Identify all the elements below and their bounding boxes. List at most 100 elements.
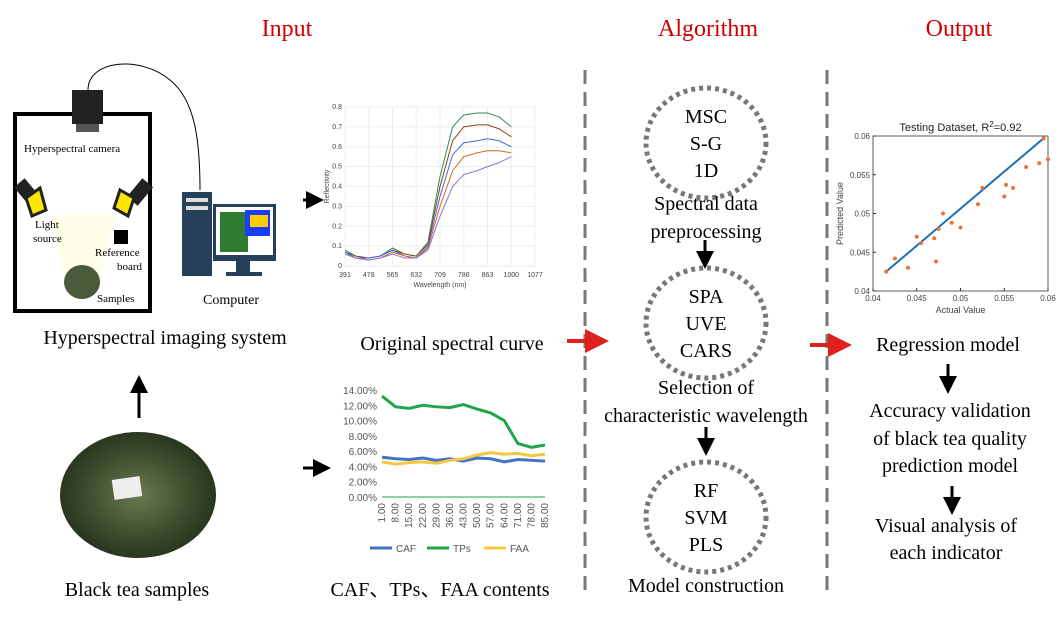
- x-tick-label: 0.06: [1040, 294, 1056, 303]
- tea-photo-tag: [111, 476, 143, 500]
- fit-line: [885, 137, 1045, 273]
- point: [1024, 165, 1029, 169]
- y-tick-label: 12.00%: [343, 401, 377, 412]
- caption: Accuracy validation: [869, 400, 1031, 422]
- caption: preprocessing: [650, 221, 761, 243]
- imaging-system: [13, 63, 276, 313]
- x-tick-label: 36.00: [445, 503, 456, 528]
- method: 1D: [694, 160, 718, 182]
- y-tick-label: 0.04: [854, 287, 870, 296]
- y-tick-label: 0.5: [332, 164, 342, 171]
- caption: Selection of: [658, 377, 754, 399]
- point: [934, 259, 938, 264]
- x-tick-label: 0.045: [907, 294, 928, 303]
- x-tick-label: 71.00: [513, 503, 524, 528]
- x-tick-label: 1.00: [377, 503, 388, 523]
- point: [1046, 157, 1050, 162]
- point: [892, 256, 897, 261]
- caption: Spectral data: [654, 193, 758, 215]
- title-part: Testing Dataset, R: [899, 122, 989, 134]
- y-tick-label: 0.05: [854, 210, 870, 219]
- y-tick-label: 0.00%: [349, 493, 377, 504]
- method: PLS: [689, 534, 723, 556]
- point: [932, 236, 937, 241]
- point: [1037, 161, 1042, 166]
- x-tick-label: 1077: [527, 272, 543, 279]
- spectral-curve: [344, 112, 512, 259]
- label: Computer: [203, 293, 259, 308]
- label: Hyperspectral camera: [24, 143, 120, 155]
- point: [919, 240, 924, 245]
- label: source: [33, 233, 62, 245]
- x-tick-label: 15.00: [404, 503, 415, 528]
- x-tick-label: 29.00: [431, 503, 442, 528]
- label: Light: [35, 219, 59, 231]
- legend-label: CAF: [396, 544, 416, 555]
- point: [980, 185, 985, 190]
- point: [958, 225, 963, 230]
- caption: of black tea quality: [873, 428, 1027, 450]
- y-tick-label: 4.00%: [349, 462, 377, 473]
- x-tick-label: 85.00: [540, 503, 551, 528]
- plot-area: [872, 135, 1049, 292]
- point: [1041, 136, 1046, 141]
- x-tick-label: 50.00: [472, 503, 483, 528]
- x-tick-label: 786: [458, 272, 470, 279]
- y-tick-label: 14.00%: [343, 386, 377, 397]
- title-part: 2: [989, 120, 994, 129]
- point: [884, 269, 889, 274]
- spectral-curve: [344, 138, 512, 259]
- point: [941, 211, 945, 216]
- caption: CAF、TPs、FAA contents: [330, 579, 549, 601]
- point: [906, 265, 910, 270]
- label: Samples: [97, 293, 134, 305]
- x-axis-label: Actual Value: [936, 305, 986, 315]
- x-tick-label: 0.05: [953, 294, 969, 303]
- method: UVE: [685, 313, 726, 335]
- y-tick-label: 8.00%: [349, 432, 377, 443]
- legend-label: FAA: [510, 544, 529, 555]
- y-tick-label: 0.4: [332, 184, 342, 191]
- spectral-curve: [344, 124, 512, 259]
- y-tick-label: 0.6: [332, 144, 342, 151]
- method: S-G: [690, 133, 722, 155]
- caption: Model construction: [628, 575, 784, 597]
- x-tick-label: 43.00: [459, 503, 470, 528]
- header: Input: [262, 16, 313, 42]
- method: SPA: [689, 286, 724, 308]
- caption: Visual analysis of: [875, 515, 1017, 537]
- header: Algorithm: [658, 16, 758, 42]
- x-tick-label: 863: [482, 272, 494, 279]
- y-tick-label: 0.2: [332, 223, 342, 230]
- content-line: [381, 394, 546, 449]
- label: Reference: [95, 247, 140, 259]
- caption: Black tea samples: [65, 579, 210, 601]
- caption: Hyperspectral imaging system: [43, 327, 287, 349]
- label: board: [117, 261, 143, 273]
- content-line: [381, 455, 546, 464]
- x-tick-label: 478: [363, 272, 375, 279]
- y-tick-label: 2.00%: [349, 478, 377, 489]
- point: [914, 234, 919, 239]
- y-tick-label: 0: [338, 263, 342, 270]
- y-tick-label: 0.06: [854, 132, 870, 141]
- x-tick-label: 1000: [503, 272, 519, 279]
- point: [976, 202, 980, 207]
- y-tick-label: 0.3: [332, 203, 342, 210]
- header: Output: [926, 16, 993, 42]
- caption: Regression model: [876, 334, 1020, 356]
- x-tick-label: 8.00: [391, 503, 402, 523]
- caption: Original spectral curve: [360, 333, 543, 355]
- x-tick-label: 0.04: [865, 294, 881, 303]
- point: [1011, 185, 1015, 190]
- method: MSC: [685, 106, 727, 128]
- caption: prediction model: [882, 455, 1019, 477]
- x-tick-label: 391: [339, 272, 351, 279]
- method-circle: [643, 265, 769, 381]
- method: SVM: [684, 507, 728, 529]
- spectral-curve: [344, 156, 512, 261]
- content-line: [381, 451, 546, 466]
- chart-title: Testing Dataset, R2=0.92: [899, 120, 1021, 134]
- point: [949, 220, 954, 225]
